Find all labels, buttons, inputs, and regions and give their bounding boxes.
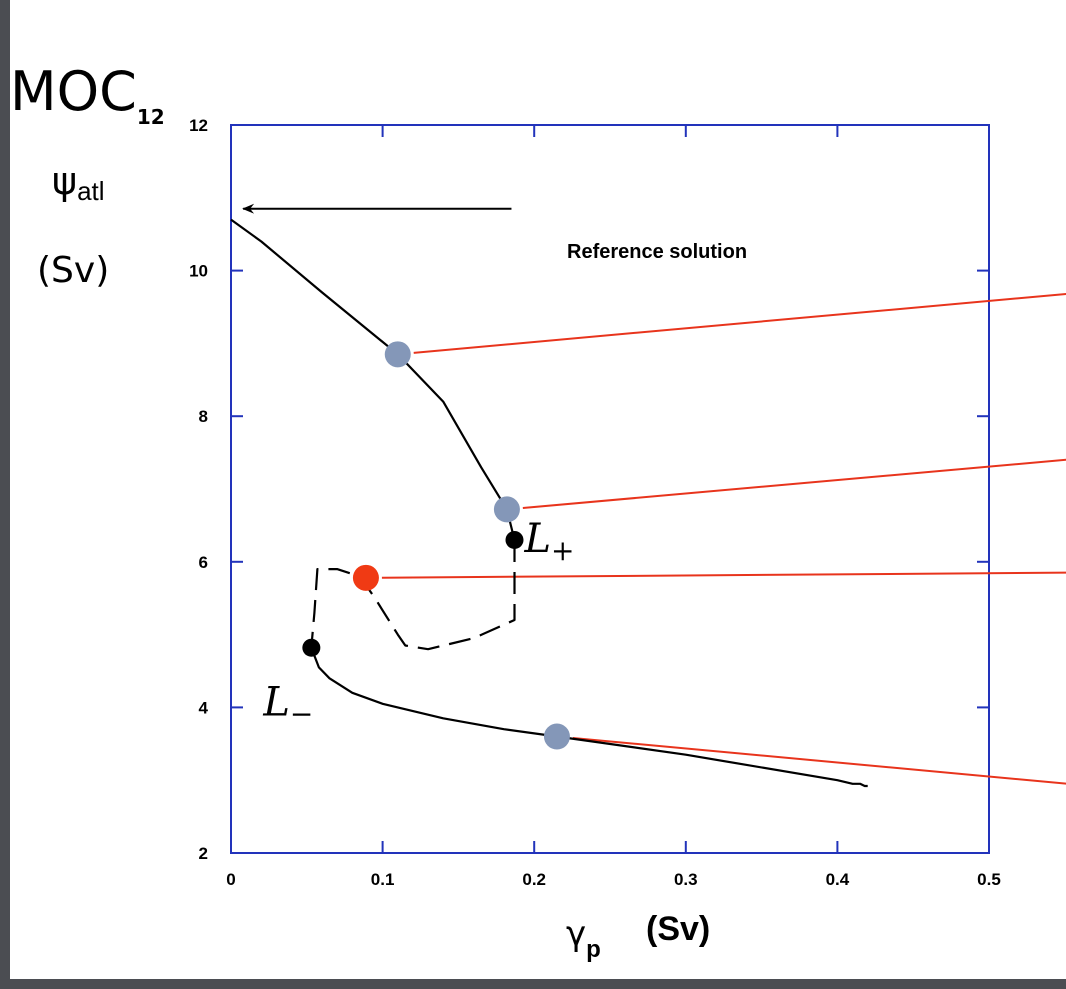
solution-points (302, 341, 570, 750)
unstable-solution-point (352, 564, 379, 591)
y-tick-label: 2 (199, 844, 208, 863)
x-tick-label: 0.4 (826, 870, 850, 889)
limit-point-marker (505, 530, 524, 549)
bifurcation-chart: MOC12 ψatl (Sv) γp (Sv) 0 0.1 0.2 0.3 0.4 0.5… (10, 60, 1066, 963)
stable-solution-point (384, 341, 411, 368)
y-tick-label: 6 (199, 553, 208, 572)
y-tick-label: 8 (199, 407, 208, 426)
plot-frame (230, 124, 990, 854)
callout-lines (381, 292, 1066, 785)
bifurcation-curves (230, 218, 868, 788)
y-tick-label: 4 (199, 698, 209, 717)
x-tick-label: 0 (226, 870, 235, 889)
axis-tick-labels: 0 0.1 0.2 0.3 0.4 0.5 2 4 6 8 10 12 (189, 116, 1001, 889)
y-tick-label: 10 (189, 262, 208, 281)
limit-point-label: L+ (523, 516, 574, 567)
unstable-branch-curve (310, 540, 516, 651)
y-axis-unit: (Sv) (37, 250, 109, 291)
x-axis-unit: (Sv) (646, 910, 710, 948)
slide: MOC12 ψatl (Sv) γp (Sv) 0 0.1 0.2 0.3 0.4 0.5… (10, 0, 1066, 979)
stable-branch-curve (230, 218, 516, 541)
callout-line (572, 736, 1066, 785)
limit-point-label: L− (262, 680, 313, 731)
stable-branch-curve (310, 647, 868, 788)
callout-line (522, 458, 1066, 509)
stable-solution-point (493, 496, 520, 523)
x-tick-label: 0.5 (977, 870, 1001, 889)
axis-ticks (230, 124, 990, 854)
chart-title: MOC12 (10, 60, 165, 129)
callout-line (381, 571, 1066, 579)
x-tick-label: 0.2 (522, 870, 546, 889)
x-tick-label: 0.3 (674, 870, 698, 889)
limit-point-marker (302, 638, 321, 657)
reference-solution-label: Reference solution (567, 241, 747, 263)
y-tick-label: 12 (189, 116, 208, 135)
limit-point-labels: L+ L− (262, 516, 574, 731)
stable-solution-point (543, 723, 570, 750)
x-axis-symbol: γp (566, 914, 601, 963)
y-axis-symbol: ψatl (52, 159, 105, 206)
callout-line (413, 292, 1066, 354)
x-tick-label: 0.1 (371, 870, 395, 889)
